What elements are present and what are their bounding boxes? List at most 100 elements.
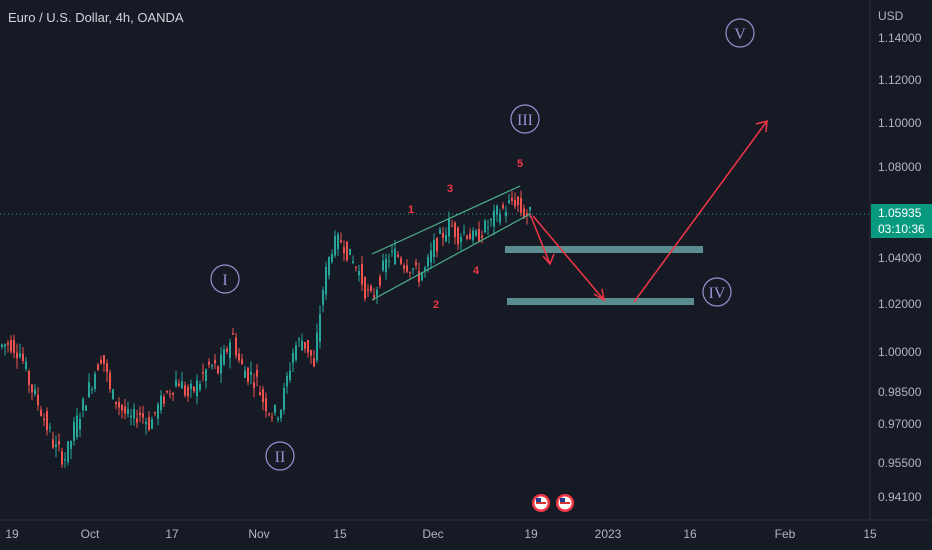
candle-body — [31, 384, 33, 393]
candle-body — [52, 439, 54, 448]
x-tick-label: 15 — [333, 527, 347, 541]
candle-body — [193, 386, 195, 392]
candle-body — [262, 389, 264, 403]
candle-body — [307, 340, 309, 353]
candle-body — [286, 375, 288, 387]
x-tick-label: 19 — [524, 527, 538, 541]
candle-body — [157, 404, 159, 419]
candle-body — [46, 411, 48, 431]
axis-unit-label[interactable]: USD — [878, 9, 904, 23]
candle-body — [4, 344, 6, 347]
candle-body — [112, 389, 114, 400]
candle-body — [124, 406, 126, 414]
wave-label: III — [517, 112, 533, 129]
forecast-arrow-up — [633, 120, 768, 303]
candle-body — [145, 421, 147, 425]
y-tick-label: 1.08000 — [878, 160, 922, 174]
candle-body — [226, 348, 228, 352]
candle-body — [97, 364, 99, 371]
candle-body — [460, 236, 462, 243]
candle-body — [499, 214, 501, 223]
candle-body — [7, 342, 9, 345]
candle-body — [166, 391, 168, 393]
candle-body — [316, 332, 318, 361]
candle-body — [289, 370, 291, 381]
candle-body — [523, 208, 525, 218]
candle-body — [391, 251, 393, 253]
candle-body — [199, 384, 201, 391]
symbol-title[interactable]: Euro / U.S. Dollar, 4h, OANDA — [8, 10, 184, 25]
candle-body — [70, 441, 72, 449]
forecast-arrow-short — [529, 213, 551, 265]
candle-body — [364, 277, 366, 299]
candle-body — [457, 227, 459, 245]
candle-body — [352, 261, 354, 264]
candle-body — [88, 382, 90, 397]
candle-body — [181, 381, 183, 389]
x-tick-label: Oct — [81, 527, 100, 541]
candle-body — [214, 359, 216, 364]
candle-body — [25, 361, 27, 370]
candle-body — [184, 385, 186, 396]
candle-body — [106, 363, 108, 372]
candle-body — [163, 396, 165, 404]
candle-body — [40, 409, 42, 416]
candle-body — [13, 340, 15, 353]
candle-body — [319, 314, 321, 343]
candle-body — [220, 354, 222, 374]
candle-body — [16, 352, 18, 359]
candle-body — [268, 413, 270, 415]
x-tick-label: 15 — [863, 527, 877, 541]
candle-body — [508, 200, 510, 203]
candle-body — [34, 389, 36, 395]
candle-body — [256, 369, 258, 377]
candle-body — [115, 401, 117, 405]
y-tick-label: 0.94100 — [878, 490, 922, 504]
y-tick-label: 0.95500 — [878, 456, 922, 470]
candle-body — [178, 383, 180, 387]
x-tick-label: 17 — [165, 527, 179, 541]
sub-wave-label: 3 — [447, 183, 453, 195]
candle-body — [427, 256, 429, 267]
candle-body — [196, 380, 198, 397]
x-tick-label: 16 — [683, 527, 697, 541]
candle-body — [370, 286, 372, 292]
candle-body — [421, 273, 423, 281]
candle-body — [475, 230, 477, 236]
candle-body — [118, 401, 120, 408]
sub-wave-label: 5 — [517, 158, 523, 170]
candle-body — [265, 398, 267, 412]
candle-body — [202, 371, 204, 374]
x-tick-label: Nov — [248, 527, 269, 541]
candle-body — [394, 248, 396, 265]
candle-body — [529, 206, 531, 211]
candle-body — [355, 266, 357, 268]
candle-body — [373, 295, 375, 298]
candle-body — [505, 211, 507, 217]
candle-body — [64, 459, 66, 461]
candle-body — [484, 220, 486, 232]
candle-body — [376, 289, 378, 296]
candle-body — [415, 262, 417, 265]
us-event-flag-canton — [560, 498, 565, 502]
forecast-arrowhead-short — [542, 253, 555, 266]
x-tick-label: 19 — [5, 527, 19, 541]
candle-body — [100, 360, 102, 364]
candle-body — [397, 254, 399, 257]
candle-body — [43, 418, 45, 421]
candle-body — [94, 373, 96, 390]
candle-body — [403, 265, 405, 269]
candle-body — [502, 204, 504, 209]
current-price-value: 1.05935 — [878, 206, 922, 220]
candle-body — [217, 366, 219, 374]
candle-body — [28, 370, 30, 385]
candle-body — [154, 411, 156, 414]
x-tick-label: Feb — [775, 527, 796, 541]
candle-body — [298, 338, 300, 341]
candle-body — [148, 417, 150, 430]
candle-body — [187, 386, 189, 397]
candle-body — [55, 444, 57, 447]
candle-body — [343, 247, 345, 254]
